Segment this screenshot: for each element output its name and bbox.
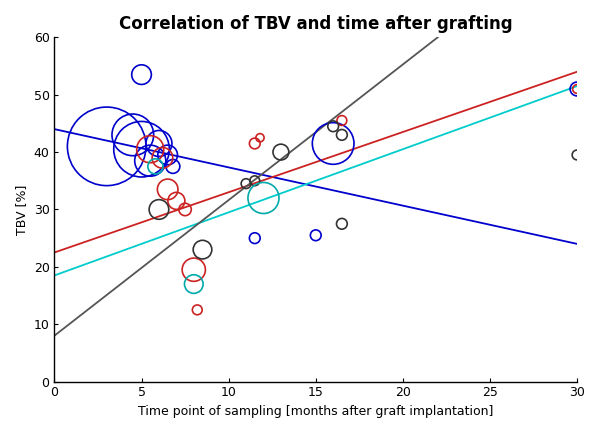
Point: [128, 131, 137, 138]
Point: [572, 85, 582, 92]
Point: [328, 140, 338, 147]
Point: [163, 186, 172, 193]
Point: [250, 140, 260, 147]
Title: Correlation of TBV and time after grafting: Correlation of TBV and time after grafti…: [119, 15, 512, 33]
Point: [337, 131, 347, 138]
Point: [337, 220, 347, 227]
Point: [145, 146, 155, 153]
X-axis label: Time point of sampling [months after graft implantation]: Time point of sampling [months after gra…: [138, 405, 493, 418]
Point: [137, 146, 146, 153]
Point: [572, 85, 582, 92]
Point: [189, 281, 199, 288]
Point: [158, 154, 167, 161]
Point: [163, 152, 172, 158]
Point: [255, 134, 265, 141]
Point: [151, 163, 160, 170]
Point: [259, 194, 268, 201]
Point: [154, 140, 164, 147]
Point: [180, 206, 190, 213]
Point: [189, 266, 199, 273]
Point: [311, 232, 320, 239]
Point: [193, 307, 202, 313]
Point: [572, 152, 582, 158]
Point: [337, 117, 347, 124]
Point: [154, 206, 164, 213]
Point: [168, 163, 178, 170]
Y-axis label: TBV [%]: TBV [%]: [15, 184, 28, 235]
Point: [250, 177, 260, 184]
Point: [102, 143, 112, 150]
Point: [137, 71, 146, 78]
Point: [172, 197, 181, 204]
Point: [250, 235, 260, 242]
Point: [145, 157, 155, 164]
Point: [241, 180, 251, 187]
Point: [328, 123, 338, 130]
Point: [197, 246, 207, 253]
Point: [276, 149, 286, 155]
